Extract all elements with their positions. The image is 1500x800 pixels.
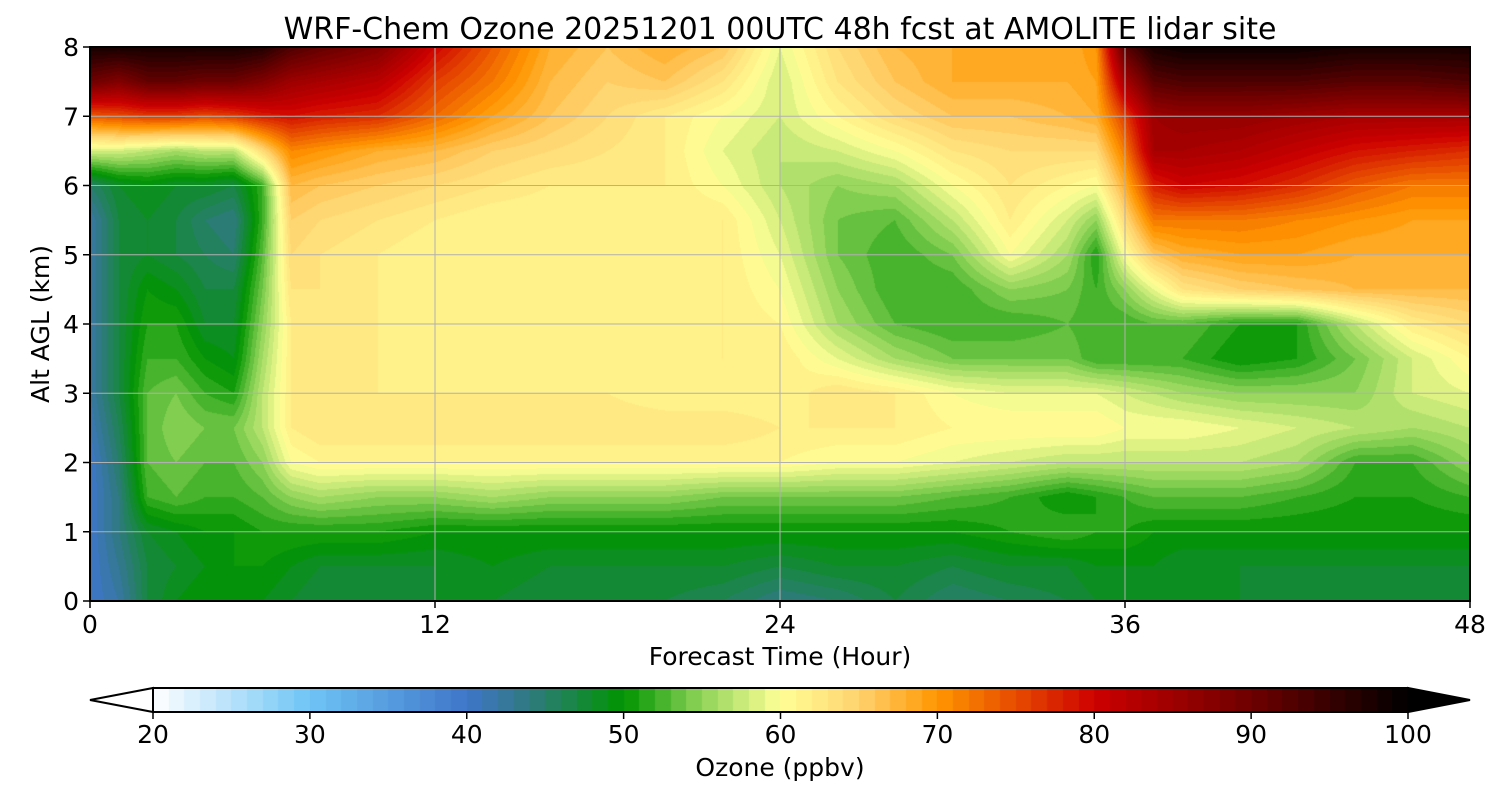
y-axis-label: Alt AGL (km) [26, 245, 55, 403]
y-tick-label: 0 [63, 587, 79, 616]
colorbar-min-extend-arrow [89, 686, 154, 714]
colorbar-ticks: 20 30 40 50 60 70 80 90 100 [137, 712, 1432, 749]
colorbar-tick-label: 60 [765, 720, 797, 749]
grid-lines [90, 47, 1470, 601]
colorbar: 20 30 40 50 60 70 80 90 100 [89, 686, 1471, 749]
colorbar-tick-label: 80 [1078, 720, 1110, 749]
y-tick-label: 2 [63, 449, 79, 478]
plot-area [89, 46, 1471, 602]
y-tick-label: 1 [63, 518, 79, 547]
y-tick-label: 7 [63, 102, 79, 131]
colorbar-label: Ozone (ppbv) [695, 753, 864, 782]
colorbar-tick-label: 30 [294, 720, 326, 749]
y-tick-label: 3 [63, 379, 79, 408]
colorbar-tick-label: 100 [1384, 720, 1432, 749]
chart-title: WRF-Chem Ozone 20251201 00UTC 48h fcst a… [284, 12, 1277, 47]
colorbar-tick-label: 20 [137, 720, 169, 749]
colorbar-tick-label: 40 [451, 720, 483, 749]
x-tick-label: 12 [419, 610, 451, 639]
x-tick-label: 24 [764, 610, 796, 639]
x-axis: 0 12 24 36 48 [82, 601, 1486, 639]
y-tick-label: 4 [63, 310, 79, 339]
colorbar-max-extend-arrow [1407, 686, 1471, 714]
x-tick-label: 48 [1454, 610, 1486, 639]
colorbar-tick-label: 90 [1235, 720, 1267, 749]
x-tick-label: 0 [82, 610, 98, 639]
colorbar-tick-label: 70 [921, 720, 953, 749]
y-tick-label: 6 [63, 172, 79, 201]
colorbar-gradient [153, 688, 1408, 712]
y-tick-label: 5 [63, 241, 79, 270]
y-tick-label: 8 [63, 33, 79, 62]
x-axis-label: Forecast Time (Hour) [649, 642, 912, 671]
colorbar-tick-label: 50 [608, 720, 640, 749]
x-tick-label: 36 [1109, 610, 1141, 639]
y-axis: 0 1 2 3 4 5 6 7 8 [63, 33, 90, 616]
